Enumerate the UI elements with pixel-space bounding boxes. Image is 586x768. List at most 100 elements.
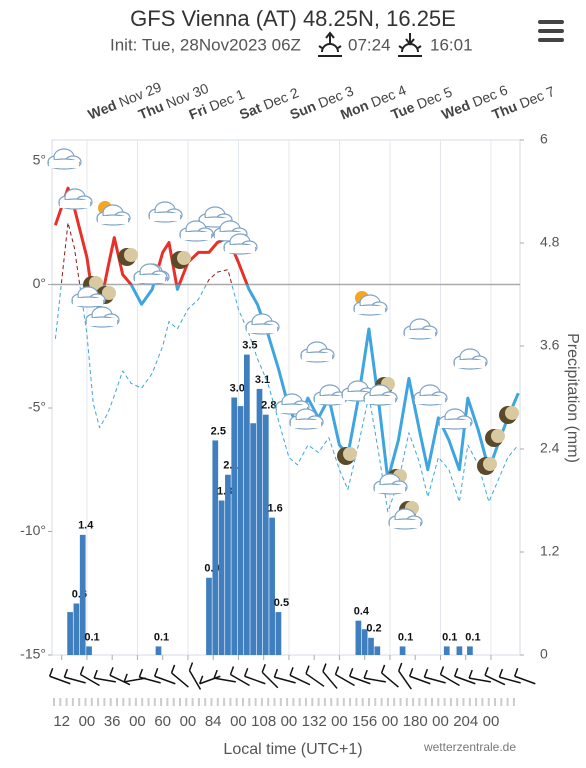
precip-bar (206, 577, 212, 655)
cloud-base (181, 232, 211, 240)
moon-shade (505, 406, 519, 420)
precip-label: 0.4 (354, 606, 370, 618)
menu-button[interactable] (538, 20, 564, 42)
cloud-base (302, 353, 332, 361)
y2-tick-label: 1.2 (540, 543, 560, 559)
precip-bar (237, 406, 244, 655)
wind-barb (397, 662, 403, 672)
credit: wetterzentrale.de (423, 740, 516, 754)
wind-barb (363, 669, 368, 679)
wind-arrow (484, 674, 506, 686)
wind-barb (423, 668, 429, 678)
wind-arrow (322, 671, 338, 689)
precip-bar (67, 612, 73, 655)
cloud-base (343, 392, 373, 400)
sunset-time: 16:01 (430, 35, 473, 54)
wind-barb (63, 668, 69, 678)
moon-shade (89, 276, 103, 290)
wind-barb (261, 663, 266, 673)
cloud-icon (413, 384, 448, 406)
x-tick-label: 180 (403, 713, 428, 730)
wind-arrow (139, 676, 161, 684)
wind-barb (79, 666, 85, 675)
precip-label: 0.1 (465, 631, 480, 643)
precip-bar (86, 646, 92, 655)
precip-bar (79, 534, 86, 655)
x-tick-label: 00 (180, 713, 197, 730)
cloud-base (98, 216, 128, 224)
wind-arrow (109, 674, 131, 686)
x-tick-label: 204 (453, 713, 478, 730)
wind-barb (48, 667, 54, 677)
cloud-icon (289, 408, 324, 430)
wind-arrow (398, 670, 412, 690)
cloud-icon (96, 204, 131, 226)
precip-label: 0.5 (274, 597, 289, 609)
x-tick-label: 12 (53, 713, 70, 730)
precip-bar (73, 603, 80, 655)
day-name: Sat (237, 99, 264, 122)
precip-label: 0.1 (84, 631, 99, 643)
wind-arrow (454, 675, 476, 685)
wind-arrow (188, 670, 202, 690)
cloud-base (49, 160, 79, 168)
cloud-base (215, 232, 245, 240)
cloud-icon (438, 408, 473, 430)
cloud-base (405, 330, 435, 338)
subtitle: Init: Tue, 28Nov2023 06Z (110, 35, 301, 54)
precip-label: 1.4 (78, 520, 94, 532)
precip-bar (355, 620, 362, 655)
precip-label: 0.1 (154, 631, 169, 643)
wind-barb (408, 667, 414, 677)
precip-bar (256, 388, 263, 655)
cloud-icon (373, 473, 408, 495)
wind-arrow (154, 675, 176, 685)
x-tick-label: 00 (281, 713, 298, 730)
moon-shade (177, 251, 191, 265)
sunrise-icon (318, 31, 342, 57)
precip-label: 3.0 (230, 382, 245, 394)
precip-label: 1.6 (267, 503, 282, 515)
wind-arrow (49, 675, 71, 685)
chart-title: GFS Vienna (AT) 48.25N, 16.25E (130, 6, 456, 31)
cloud-icon (71, 286, 106, 308)
precip-label: 0.1 (442, 631, 457, 643)
precip-bar (244, 354, 250, 655)
precip-label: 0.2 (366, 623, 381, 635)
x-tick-label: 00 (432, 713, 449, 730)
wind-barb (289, 667, 294, 676)
y-tick-label: -15° (20, 646, 46, 662)
cloud-base (440, 420, 470, 428)
wind-barb (453, 667, 459, 677)
cloud-base (277, 405, 307, 413)
precip-label: 2.8 (261, 400, 276, 412)
x-tick-label: 00 (230, 713, 247, 730)
precip-label: 0.1 (398, 631, 413, 643)
wind-arrow (514, 675, 536, 685)
cloud-base (225, 245, 255, 253)
cloud-base (60, 200, 90, 208)
cloud-base (365, 396, 395, 404)
wind-arrow (469, 677, 491, 683)
dewpoint-line (54, 284, 519, 513)
y-tick-label: 0° (33, 275, 46, 291)
cloud-icon (133, 263, 168, 285)
wind-arrow (80, 673, 100, 687)
precip-bar (275, 612, 282, 655)
wind-barb (322, 663, 327, 672)
wind-barb (213, 669, 218, 679)
wind-barb (380, 664, 386, 674)
wind-arrow (349, 675, 371, 685)
cloud-base (375, 485, 405, 493)
x-tick-label: 60 (154, 713, 171, 730)
precip-bar (361, 629, 368, 655)
day-name: Wed (85, 96, 118, 122)
precip-bar (368, 637, 374, 655)
wind-barb (198, 675, 204, 685)
wind-arrow (364, 677, 386, 683)
precip-bar (212, 440, 219, 655)
day-date: Dec 7 (517, 82, 557, 111)
cloud-base (291, 420, 321, 428)
wind-barb (153, 667, 159, 677)
